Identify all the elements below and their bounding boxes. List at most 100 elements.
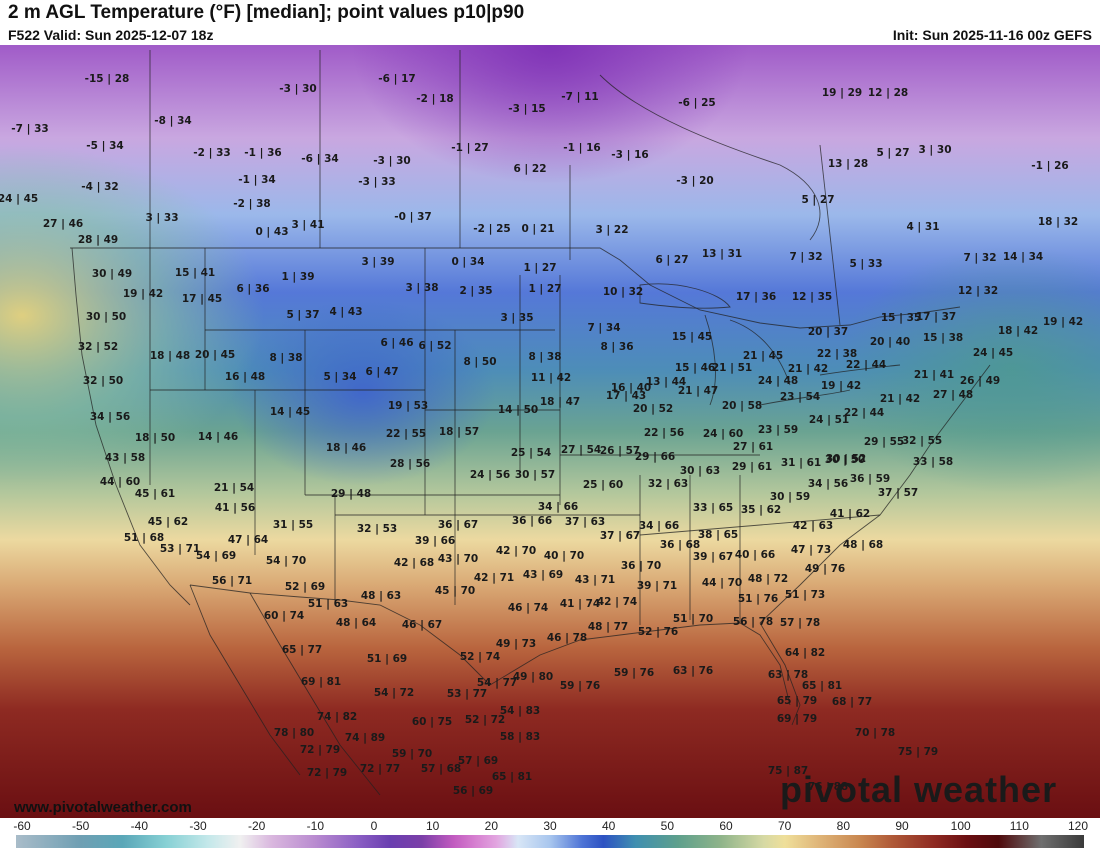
point-value: -3 | 20 — [676, 175, 713, 187]
point-value: 24 | 45 — [0, 193, 38, 205]
point-value: 40 | 70 — [544, 550, 584, 562]
point-value: 21 | 45 — [743, 350, 783, 362]
point-value: 42 | 70 — [496, 545, 536, 557]
point-value: 21 | 41 — [914, 369, 954, 381]
point-value: 48 | 64 — [336, 617, 376, 629]
point-value: 29 | 48 — [331, 488, 371, 500]
point-value: 3 | 35 — [500, 312, 533, 324]
point-value: 42 | 71 — [474, 572, 514, 584]
point-value: 28 | 49 — [78, 234, 118, 246]
point-value: 22 | 44 — [844, 407, 884, 419]
colorbar-tick: 70 — [777, 819, 792, 833]
point-value: 15 | 38 — [923, 332, 963, 344]
point-value: 18 | 48 — [150, 350, 190, 362]
point-value: 19 | 53 — [388, 400, 428, 412]
point-value: 17 | 45 — [182, 293, 222, 305]
colorbar-tick: 90 — [895, 819, 909, 833]
point-value: 51 | 70 — [673, 613, 713, 625]
point-value: 1 | 39 — [281, 271, 314, 283]
point-value: 30 | 63 — [680, 465, 720, 477]
point-value: 75 | 79 — [898, 746, 938, 758]
point-value: -1 | 27 — [451, 142, 488, 154]
point-value: 18 | 47 — [540, 396, 580, 408]
point-value: 19 | 42 — [123, 288, 163, 300]
point-value: 69 | 81 — [301, 676, 341, 688]
point-value: 21 | 47 — [678, 385, 718, 397]
point-value: -5 | 34 — [86, 140, 123, 152]
brand-logo: pivotal weather — [780, 769, 1057, 810]
point-value: 72 | 77 — [360, 763, 400, 775]
point-value: 24 | 51 — [809, 414, 849, 426]
point-value: 52 | 69 — [285, 581, 325, 593]
colorbar-tick: 110 — [1009, 819, 1029, 833]
point-value: 5 | 37 — [286, 309, 319, 321]
point-values: -15 | 28 -3 | 30 -6 | 17-2 | 18 -7 | 11 -6 |… — [0, 73, 1083, 797]
point-value: 6 | 52 — [418, 340, 451, 352]
point-value: 28 | 56 — [390, 458, 430, 470]
point-value: -1 | 36 — [244, 147, 281, 159]
point-value: 32 | 63 — [648, 478, 688, 490]
point-value: 70 | 78 — [855, 727, 895, 739]
point-value: -2 | 18 — [416, 93, 453, 105]
website-label: www.pivotalweather.com — [13, 799, 192, 816]
point-value: 34 | 66 — [639, 520, 679, 532]
point-value: 52 | 72 — [465, 714, 505, 726]
point-value: 78 | 80 — [274, 727, 314, 739]
colorbar-tick: 60 — [719, 819, 733, 833]
point-value: -3 | 33 — [358, 176, 395, 188]
point-value: 26 | 49 — [960, 375, 1000, 387]
point-value: 49 | 76 — [805, 563, 845, 575]
point-value: 56 | 71 — [212, 575, 252, 587]
point-value: 6 | 36 — [236, 283, 269, 295]
point-value: 65 | 81 — [492, 771, 532, 783]
point-value: 12 | 32 — [958, 285, 998, 297]
point-value: -3 | 30 — [373, 155, 410, 167]
point-value: 47 | 64 — [228, 534, 268, 546]
point-value: 34 | 66 — [538, 501, 578, 513]
colorbar-tick: 0 — [370, 819, 378, 833]
point-value: 2 | 35 — [459, 285, 492, 297]
point-value: 40 | 66 — [735, 549, 775, 561]
temperature-map[interactable]: -15 | 28 -3 | 30 -6 | 17 -2 | 18 -7 | 11 -6 |… — [0, 45, 1100, 818]
point-value: 74 | 89 — [345, 732, 385, 744]
point-value: 0 | 43 — [255, 226, 288, 238]
point-value: 65 | 81 — [802, 680, 842, 692]
point-value: 19 | 42 — [1043, 316, 1083, 328]
point-value: 60 | 74 — [264, 610, 304, 622]
point-value: 54 | 77 — [477, 677, 517, 689]
point-value: 39 | 67 — [693, 551, 733, 563]
point-value: 65 | 77 — [282, 644, 322, 656]
point-value: 32 | 50 — [83, 375, 123, 387]
point-value: 37 | 63 — [565, 516, 605, 528]
point-value: 31 | 61 — [781, 457, 821, 469]
point-value: 56 | 78 — [733, 616, 773, 628]
point-value: 35 | 62 — [741, 504, 781, 516]
point-value: 23 | 59 — [758, 424, 798, 436]
point-value: 8 | 50 — [463, 356, 496, 368]
point-value: 14 | 34 — [1003, 251, 1043, 263]
point-value: 74 | 82 — [317, 711, 357, 723]
point-value: 52 | 74 — [460, 651, 500, 663]
point-value: 29 | 55 — [864, 436, 904, 448]
point-value: 52 | 76 — [638, 626, 678, 638]
point-value: 31 | 55 — [273, 519, 313, 531]
point-value: 48 | 72 — [748, 573, 788, 585]
point-value: -1 | 34 — [238, 174, 275, 186]
point-value: 30 | 49 — [92, 268, 132, 280]
point-value: 16 | 48 — [225, 371, 265, 383]
point-value: 48 | 63 — [361, 590, 401, 602]
point-value: 51 | 69 — [367, 653, 407, 665]
point-value: 4 | 43 — [329, 306, 362, 318]
point-value: 8 | 38 — [528, 351, 561, 363]
point-value: 64 | 82 — [785, 647, 825, 659]
colorbar-tick: 50 — [660, 819, 675, 833]
point-value: 15 | 46 — [675, 362, 715, 374]
point-value: -6 | 25 — [678, 97, 715, 109]
point-value: 36 | 67 — [438, 519, 478, 531]
point-value: 34 | 56 — [90, 411, 130, 423]
point-value: 1 | 27 — [523, 262, 556, 274]
point-value: 41 | 74 — [560, 598, 600, 610]
point-value: 15 | 45 — [672, 331, 712, 343]
point-value: 51 | 68 — [124, 532, 164, 544]
point-value: 54 | 70 — [266, 555, 306, 567]
